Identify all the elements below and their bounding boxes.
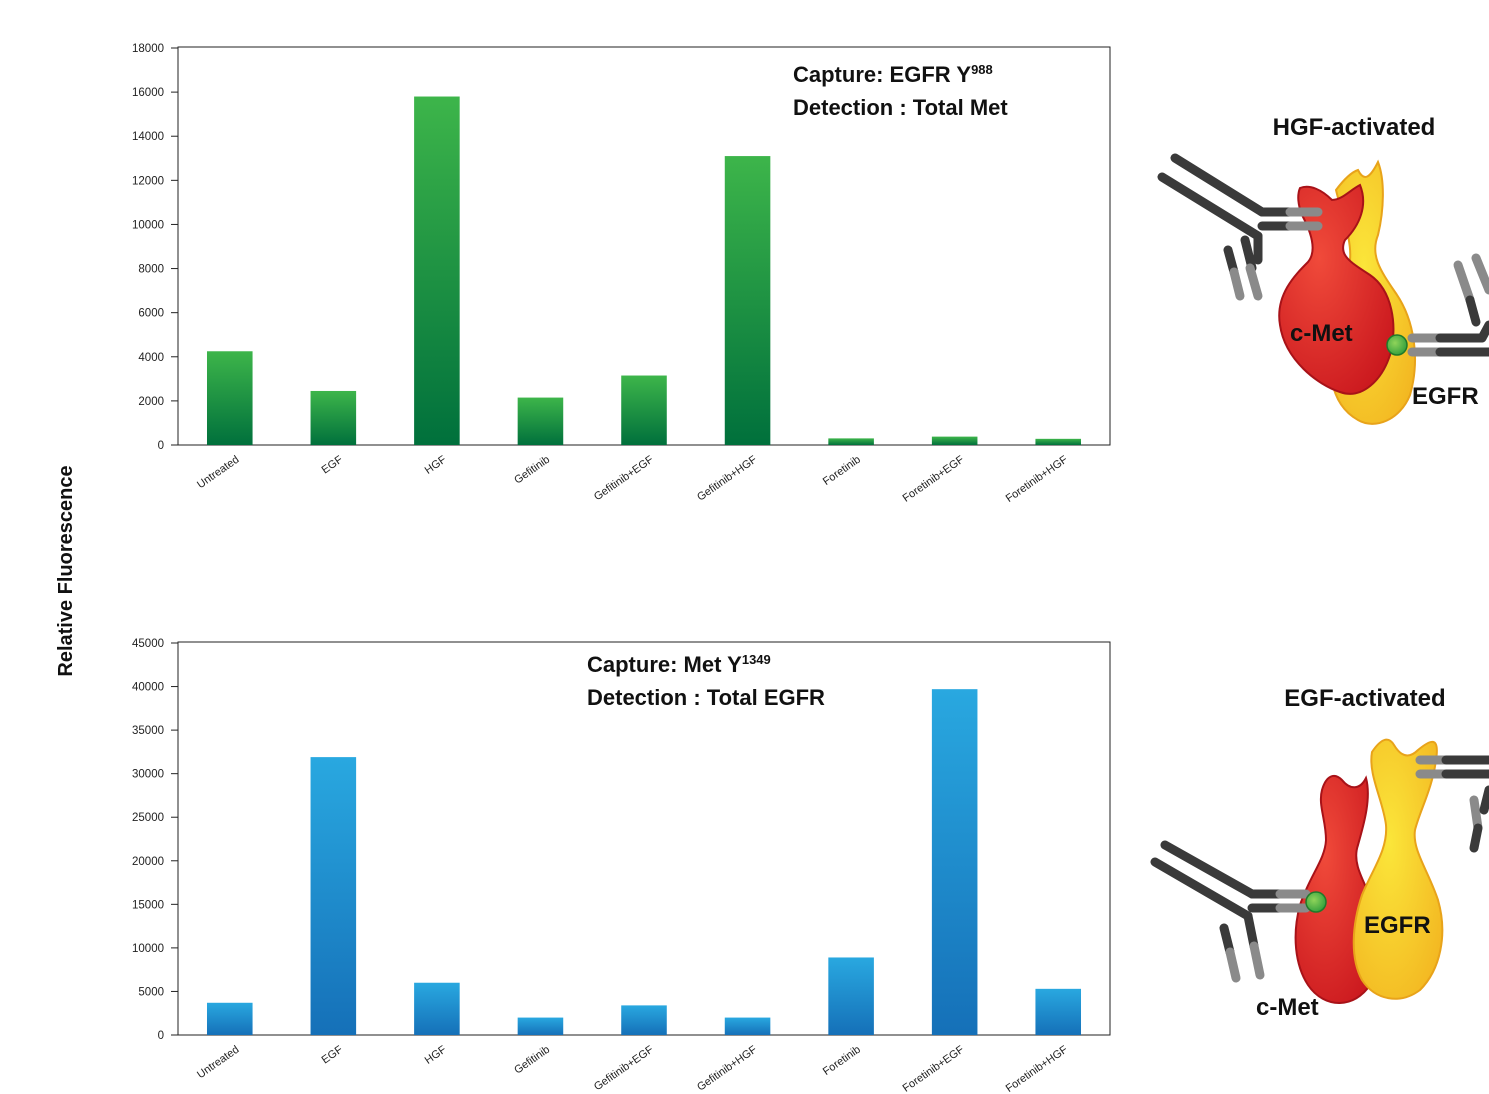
c1-y-tick-label: 16000 [132, 87, 164, 99]
c2-y-tick-label: 30000 [132, 769, 164, 781]
c1-category-label: Untreated [195, 454, 241, 492]
antibody-icon [1157, 153, 1323, 301]
chart-2-categories: Untreated EGF HGF Gefitinib Gefitinib+EGF Gef… [195, 1043, 1070, 1094]
c1-category-label: Gefitinib+HGF [695, 453, 759, 503]
chart-2-annotation-line1: Capture: Met Y1349 [587, 652, 771, 677]
c1-y-tick-label: 6000 [138, 308, 164, 320]
c1-bar [828, 438, 874, 445]
c2-bar [206, 1002, 253, 1035]
c1-bar [1035, 438, 1082, 445]
c2-category-label: Gefitinib [512, 1044, 552, 1077]
c2-bar [621, 1005, 667, 1035]
illustration-2-met-label: c-Met [1256, 994, 1319, 1021]
c1-bar [724, 156, 771, 446]
illustration-1-met-label: c-Met [1290, 320, 1353, 347]
c2-bar [931, 689, 978, 1035]
illustration-1-egfr-label: EGFR [1412, 383, 1479, 410]
c1-y-tick-label: 2000 [138, 396, 164, 408]
illustration-hgf-activated: HGF-activated c-Met EGFR [1157, 114, 1489, 425]
c2-category-label: Foretinib [821, 1044, 863, 1078]
chart-1-annotation-line1: Capture: EGFR Y988 [793, 62, 993, 87]
c1-y-tick-label: 10000 [132, 219, 164, 231]
chart-1-annotation-line2: Detection : Total Met [793, 95, 1008, 120]
met-receptor-shape [1278, 183, 1395, 395]
phospho-site-icon [1305, 891, 1327, 913]
chart-2-annotation-line2: Detection : Total EGFR [587, 685, 825, 710]
c2-bar [724, 1017, 771, 1035]
c1-y-tick-label: 12000 [132, 175, 164, 187]
chart-2-y-ticks: 0 5000 10000 15000 20000 25000 30000 35000 40000… [132, 638, 178, 1042]
c2-y-tick-label: 20000 [132, 856, 164, 868]
c2-y-tick-label: 25000 [132, 812, 164, 824]
c2-category-label: EGF [320, 1043, 346, 1066]
chart-2: 0 5000 10000 15000 20000 25000 30000 35000 40000… [132, 638, 1111, 1094]
antibody-icon [1150, 840, 1311, 983]
egfr-receptor-shape [1352, 738, 1444, 1000]
illustration-egf-activated: EGF-activated EGFR c-Met [1150, 685, 1489, 1021]
c1-category-label: Gefitinib [512, 454, 552, 487]
c1-y-tick-label: 0 [158, 440, 164, 452]
c2-bar [414, 982, 460, 1035]
c1-category-label: Foretinib+EGF [901, 453, 967, 504]
illustration-2-title: EGF-activated [1284, 685, 1445, 712]
chart-2-bars [206, 689, 1082, 1035]
c2-category-label: Foretinib+EGF [901, 1043, 967, 1094]
chart-1-y-ticks: 0 2000 4000 6000 8000 10000 12000 14000 16000 180… [132, 43, 178, 452]
antibody-icon [1407, 253, 1489, 357]
c2-y-tick-label: 35000 [132, 725, 164, 737]
chart-1: 0 2000 4000 6000 8000 10000 12000 14000 16000 180… [132, 43, 1111, 505]
c2-bar [1035, 988, 1082, 1035]
c1-y-tick-label: 18000 [132, 43, 164, 55]
c2-bar [828, 957, 874, 1035]
c2-category-label: Foretinib+HGF [1004, 1043, 1070, 1094]
c2-y-tick-label: 10000 [132, 943, 164, 955]
chart-1-bars [206, 96, 1082, 446]
c2-y-tick-label: 0 [158, 1030, 164, 1042]
illustration-1-title: HGF-activated [1273, 114, 1436, 141]
c1-bar [206, 351, 253, 445]
c2-category-label: Gefitinib+HGF [695, 1043, 759, 1093]
c2-y-tick-label: 45000 [132, 638, 164, 650]
y-axis-label: Relative Fluorescence [55, 465, 77, 676]
c1-bar [414, 96, 460, 446]
c1-bar [931, 436, 978, 445]
antibody-icon [1415, 755, 1489, 853]
c1-y-tick-label: 14000 [132, 131, 164, 143]
c1-category-label: Foretinib+HGF [1004, 453, 1070, 505]
c2-bar [310, 757, 357, 1035]
c2-y-tick-label: 15000 [132, 899, 164, 911]
c1-bar [517, 397, 564, 445]
c2-category-label: HGF [423, 1043, 449, 1066]
c1-category-label: EGF [320, 453, 346, 476]
c1-category-label: Gefitinib+EGF [592, 453, 656, 503]
c1-bar [621, 375, 667, 445]
c1-category-label: Foretinib [821, 454, 863, 488]
c1-y-tick-label: 8000 [138, 264, 164, 276]
c1-category-label: HGF [423, 453, 449, 476]
c2-y-tick-label: 40000 [132, 682, 164, 694]
phospho-site-icon [1386, 334, 1408, 356]
c2-category-label: Untreated [195, 1044, 241, 1082]
c1-bar [310, 390, 357, 445]
c2-bar [517, 1017, 564, 1035]
chart-1-categories: Untreated EGF HGF Gefitinib Gefitinib+EGF Gef… [195, 453, 1070, 505]
illustration-2-egfr-label: EGFR [1364, 912, 1431, 939]
c2-y-tick-label: 5000 [138, 986, 164, 998]
c1-y-tick-label: 4000 [138, 352, 164, 364]
c2-category-label: Gefitinib+EGF [592, 1043, 656, 1093]
